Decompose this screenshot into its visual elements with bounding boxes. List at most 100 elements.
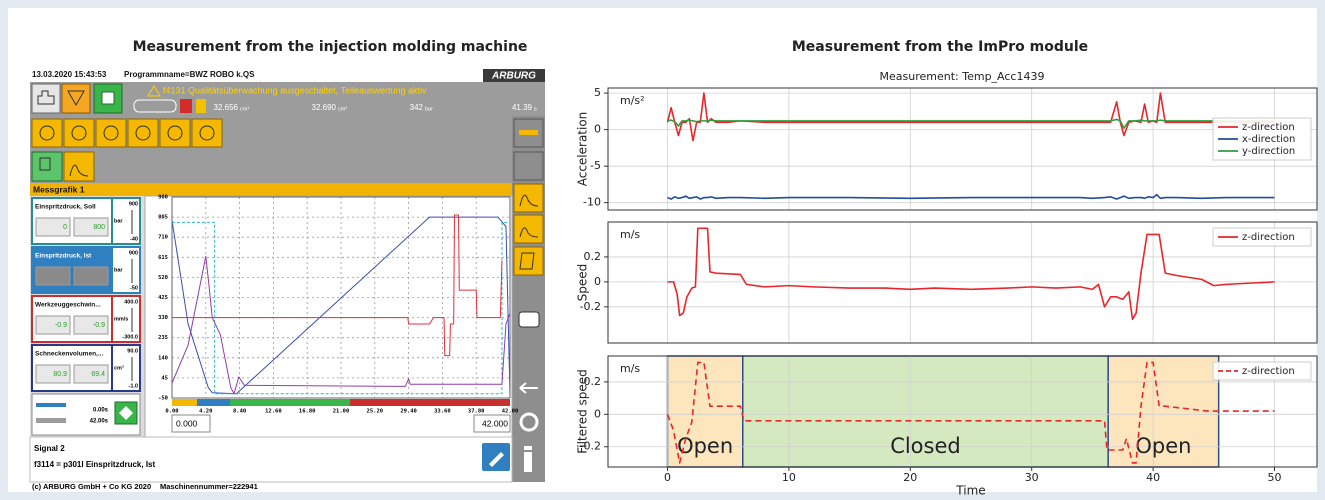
program-name: Programmname=BWZ ROBO k.QS <box>124 70 255 79</box>
legend-label: y-direction <box>1242 146 1295 157</box>
y-tick-label: 425 <box>158 295 168 301</box>
signal-min: -1.0 <box>129 383 138 389</box>
signal-value: 0 <box>63 224 67 231</box>
status-value: 32.656 <box>214 103 239 112</box>
side-tile[interactable] <box>514 215 543 243</box>
signal-max: 400.0 <box>124 299 138 305</box>
region-label: Closed <box>890 434 961 458</box>
y-tick-label: -50 <box>158 396 168 402</box>
y-unit: m/s <box>620 362 640 375</box>
tile[interactable] <box>64 152 94 181</box>
y-tick-label: 5 <box>594 86 601 99</box>
y-tick-label: 45 <box>161 375 168 381</box>
mode-icon <box>102 92 114 104</box>
signal-name: Schneckenvolumen,... <box>35 351 103 358</box>
axis-bar <box>172 399 197 406</box>
signal-min: -40 <box>130 236 138 242</box>
side-tile[interactable] <box>514 152 543 180</box>
signal-value: -0.9 <box>93 322 105 329</box>
comment-button[interactable] <box>519 312 539 327</box>
info-button[interactable] <box>524 452 532 472</box>
side-tile[interactable] <box>514 247 543 275</box>
y-tick-label: 615 <box>158 255 168 261</box>
status-value: 32.690 <box>312 103 337 112</box>
x-tick-label: 50 <box>1268 471 1282 484</box>
signal-description: f3114 = p301I Einspritzdruck, Ist <box>34 460 156 469</box>
signal-name: Einspritzdruck, Ist <box>35 253 92 260</box>
status-unit: s <box>534 106 537 112</box>
x-tick-label: 8.40 <box>233 409 246 415</box>
x-tick-label: 16.80 <box>299 409 316 415</box>
y-tick-label: 805 <box>158 215 168 221</box>
copyright: (c) ARBURG GmbH + Co KG 2020 <box>32 482 151 491</box>
x-tick-label: 33.60 <box>434 409 451 415</box>
signal-value: 69.4 <box>91 371 105 378</box>
tile[interactable] <box>160 119 190 147</box>
tile[interactable] <box>32 152 62 181</box>
y-tick-label: 0.2 <box>584 250 602 263</box>
right-subtitle: Measurement: Temp_Acc1439 <box>880 70 1045 83</box>
status-unit: bar <box>425 106 433 112</box>
status-icon <box>180 99 192 113</box>
alert: f4131 Qualitätsüberwachung ausgeschaltet… <box>163 85 427 95</box>
y-axis-label: Filtered speed <box>576 369 590 454</box>
x-tick-label: 37.80 <box>468 409 485 415</box>
x-axis-label: Time <box>955 484 985 498</box>
chart: 0.004.208.4012.6016.8021.0025.2029.4033.… <box>158 195 518 415</box>
tile[interactable] <box>96 119 126 147</box>
x-tick-label: 30 <box>1025 471 1039 484</box>
x-tick-label: 42.00 <box>502 409 519 415</box>
signal-name: Einspritzdruck, Soll <box>35 204 96 211</box>
signal-name: Werkzeuggeschwin... <box>35 302 101 309</box>
tool-row <box>30 150 512 183</box>
signal-min: -300.0 <box>122 334 138 340</box>
graph-title: Messgrafik 1 <box>33 184 85 194</box>
legend-label: z-direction <box>1242 366 1295 377</box>
x-tick-label: 25.20 <box>367 409 384 415</box>
x-tick-label: 0 <box>664 471 671 484</box>
signal-unit: bar <box>114 267 123 273</box>
machine-number: Maschinennummer=222941 <box>160 482 258 491</box>
plot-area <box>608 222 1317 343</box>
brand: ARBURG <box>491 71 536 82</box>
machine-tile[interactable] <box>32 84 60 113</box>
chart: 50-5-10Accelerationm/s²z-directionx-dire… <box>576 86 1318 210</box>
region-label: Open <box>677 434 733 458</box>
info-button <box>524 446 532 450</box>
y-unit: m/s² <box>620 94 645 107</box>
legend-label: z-direction <box>1242 232 1295 243</box>
timestamp: 13.03.2020 15:43:53 <box>32 70 107 79</box>
x-tick-label: 12.60 <box>265 409 282 415</box>
signal-max: 90.0 <box>127 348 138 354</box>
status-unit: cm³ <box>338 106 347 112</box>
signal-max: 900 <box>129 250 138 256</box>
time-end: 42.00s <box>90 419 109 425</box>
signal-min: -50 <box>130 285 138 291</box>
signal-unit: mm/s <box>114 316 128 322</box>
axis-bar <box>350 399 510 406</box>
side-tile[interactable] <box>514 184 543 212</box>
tile[interactable] <box>192 119 222 147</box>
y-tick-label: 900 <box>158 195 168 201</box>
x-tick-label: 0.00 <box>165 409 178 415</box>
range-start: 0.000 <box>176 418 198 428</box>
y-tick-label: -5 <box>590 159 601 172</box>
y-axis-label: Speed <box>576 264 590 302</box>
status-value: 41.39 <box>512 103 533 112</box>
region-label: Open <box>1135 434 1191 458</box>
y-tick-label: 140 <box>158 355 168 361</box>
signal-value: -0.9 <box>55 322 67 329</box>
tile[interactable] <box>64 119 94 147</box>
y-unit: m/s <box>620 228 640 241</box>
y-tick-label: 235 <box>158 335 168 341</box>
tile[interactable] <box>32 119 62 147</box>
alarm-tile[interactable] <box>62 84 90 113</box>
tile[interactable] <box>128 119 158 147</box>
signal-field <box>36 267 70 285</box>
y-tick-label: -10 <box>583 196 601 209</box>
page: {"hmi": { "title": "Measurement from the… <box>0 0 1325 500</box>
legend-label: z-direction <box>1242 122 1295 133</box>
left-title: Measurement from the injection molding m… <box>133 39 528 55</box>
range-end: 42.000 <box>482 418 508 428</box>
